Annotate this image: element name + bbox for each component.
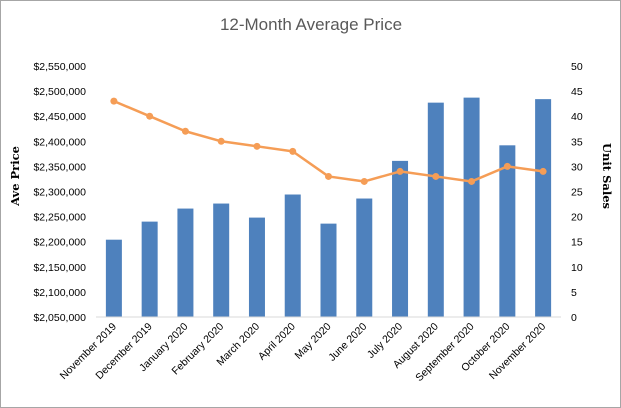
bar bbox=[392, 161, 408, 317]
bar bbox=[499, 145, 515, 317]
line-series bbox=[110, 98, 546, 185]
bar bbox=[106, 240, 122, 317]
line-point bbox=[253, 143, 260, 150]
line-point bbox=[540, 168, 547, 175]
line-point bbox=[468, 178, 475, 185]
y2-tick-label: 20 bbox=[571, 212, 583, 224]
bar bbox=[535, 99, 551, 317]
x-tick-label: April 2020 bbox=[256, 321, 298, 363]
y-tick-label: $2,400,000 bbox=[33, 136, 86, 148]
y2-tick-label: 30 bbox=[571, 161, 583, 173]
y-tick-label: $2,100,000 bbox=[33, 287, 86, 299]
bar-series bbox=[106, 98, 551, 317]
y-tick-label: $2,200,000 bbox=[33, 237, 86, 249]
line-point bbox=[182, 128, 189, 135]
y-tick-label: $2,550,000 bbox=[33, 61, 86, 73]
bar bbox=[321, 224, 337, 317]
y-tick-label: $2,150,000 bbox=[33, 262, 86, 274]
line-point bbox=[397, 168, 404, 175]
y2-tick-label: 15 bbox=[571, 237, 583, 249]
chart-title: 12-Month Average Price bbox=[220, 15, 402, 34]
y2-tick-label: 25 bbox=[571, 187, 583, 199]
y-tick-label: $2,050,000 bbox=[33, 312, 86, 324]
bar bbox=[142, 222, 158, 317]
y2-tick-label: 0 bbox=[571, 312, 577, 324]
bar bbox=[356, 199, 372, 317]
line-point bbox=[218, 138, 225, 145]
y2-tick-label: 50 bbox=[571, 61, 583, 73]
chart-container: 12-Month Average Price Ave Price Unit Sa… bbox=[0, 0, 621, 408]
line-point bbox=[146, 113, 153, 120]
bar bbox=[464, 98, 480, 317]
bar bbox=[428, 103, 444, 317]
bar bbox=[285, 195, 301, 317]
y2-tick-label: 40 bbox=[571, 111, 583, 123]
y2-tick-label: 45 bbox=[571, 86, 583, 98]
line-point bbox=[432, 173, 439, 180]
y2-tick-label: 35 bbox=[571, 136, 583, 148]
bar bbox=[177, 209, 193, 317]
bar bbox=[249, 218, 265, 317]
y2-tick-label: 10 bbox=[571, 262, 583, 274]
bar bbox=[213, 204, 229, 317]
line-point bbox=[110, 98, 117, 105]
line-point bbox=[504, 163, 511, 170]
y-tick-label: $2,500,000 bbox=[33, 86, 86, 98]
y-axis-label: Ave Price bbox=[8, 146, 22, 207]
line-point bbox=[361, 178, 368, 185]
y2-axis-label: Unit Sales bbox=[600, 143, 614, 209]
y-tick-label: $2,450,000 bbox=[33, 111, 86, 123]
line-point bbox=[325, 173, 332, 180]
line-point bbox=[289, 148, 296, 155]
combo-chart: 12-Month Average Price Ave Price Unit Sa… bbox=[1, 1, 620, 407]
y2-axis-ticks: 0 5 10 15 20 25 30 35 40 45 50 bbox=[571, 61, 583, 324]
y-tick-label: $2,350,000 bbox=[33, 161, 86, 173]
y-tick-label: $2,300,000 bbox=[33, 187, 86, 199]
y2-tick-label: 5 bbox=[571, 287, 577, 299]
x-tick-label: June 2020 bbox=[326, 321, 369, 364]
y-tick-label: $2,250,000 bbox=[33, 212, 86, 224]
y-axis-ticks: $2,050,000 $2,100,000 $2,150,000 $2,200,000… bbox=[33, 61, 86, 324]
